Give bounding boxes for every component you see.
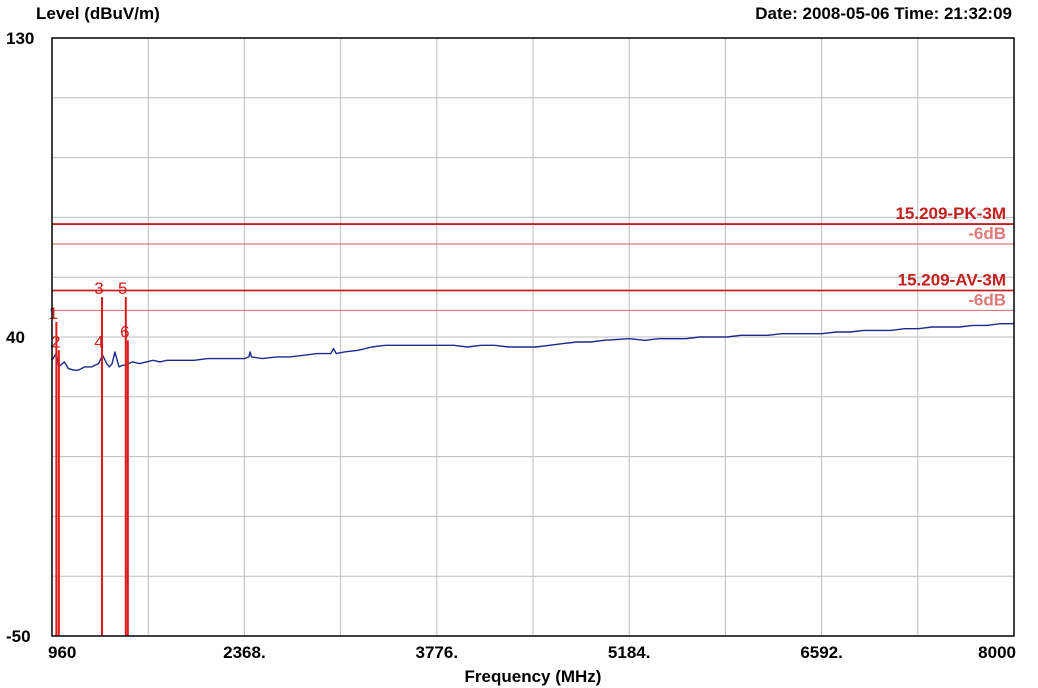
limit-line-label: -6dB <box>968 290 1006 309</box>
limit-line-label: -6dB <box>968 224 1006 243</box>
trace-line <box>51 323 1014 371</box>
tick-labels: 960 2368. 3776. 5184. 6592. 8000 130 40 -50 <box>6 29 1016 662</box>
marker-label: 1 <box>49 304 58 323</box>
x-tick-label: 3776. <box>416 643 459 662</box>
marker-label: 3 <box>94 279 103 298</box>
markers: 1 2 3 4 5 6 <box>49 279 130 636</box>
marker-label: 6 <box>120 322 129 341</box>
y-tick-label: -50 <box>6 627 31 646</box>
y-tick-label: 130 <box>6 29 34 48</box>
marker-label: 2 <box>51 332 60 351</box>
x-tick-label: 2368. <box>223 643 266 662</box>
marker-label: 4 <box>94 332 103 351</box>
x-tick-label: 5184. <box>608 643 651 662</box>
marker-label: 5 <box>118 279 127 298</box>
x-axis-label: Frequency (MHz) <box>465 667 602 686</box>
x-tick-label: 960 <box>48 643 76 662</box>
grid <box>52 38 1014 636</box>
plot-frame <box>51 37 1015 637</box>
limit-line-label: 15.209-AV-3M <box>898 270 1006 289</box>
trace-group <box>51 323 1014 371</box>
x-tick-label: 6592. <box>800 643 843 662</box>
y-tick-label: 40 <box>6 328 25 347</box>
timestamp: Date: 2008-05-06 Time: 21:32:09 <box>755 4 1012 23</box>
x-tick-label: 8000 <box>978 643 1016 662</box>
y-axis-label: Level (dBuV/m) <box>36 4 160 23</box>
limit-line-label: 15.209-PK-3M <box>895 204 1006 223</box>
